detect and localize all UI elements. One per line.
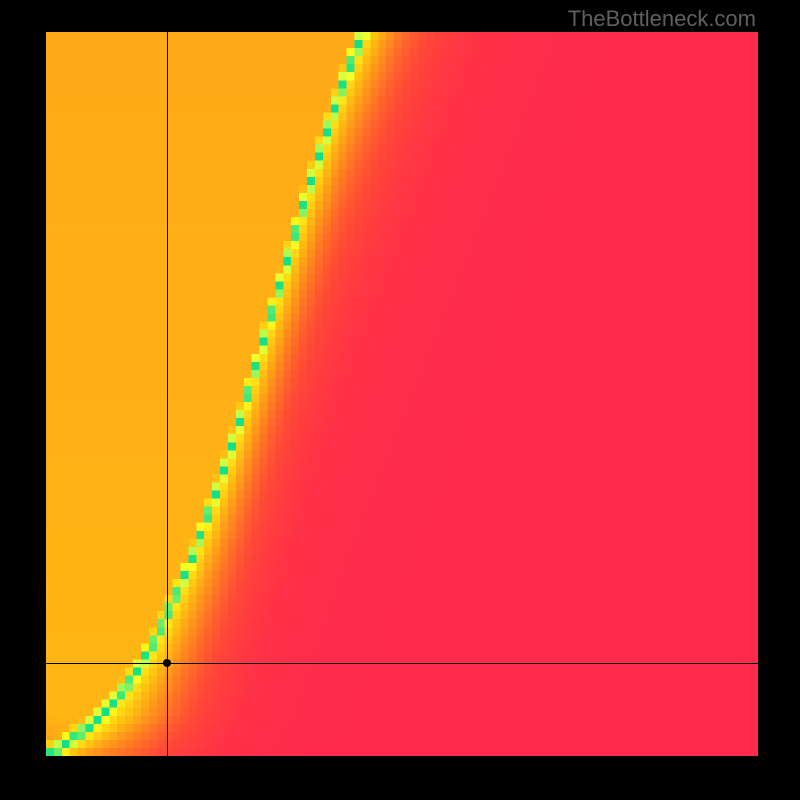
crosshair-horizontal — [46, 663, 758, 664]
crosshair-dot — [163, 659, 171, 667]
crosshair-vertical — [167, 32, 168, 756]
heatmap-plot — [46, 32, 758, 756]
heatmap-canvas — [46, 32, 758, 756]
watermark-text: TheBottleneck.com — [568, 6, 756, 32]
